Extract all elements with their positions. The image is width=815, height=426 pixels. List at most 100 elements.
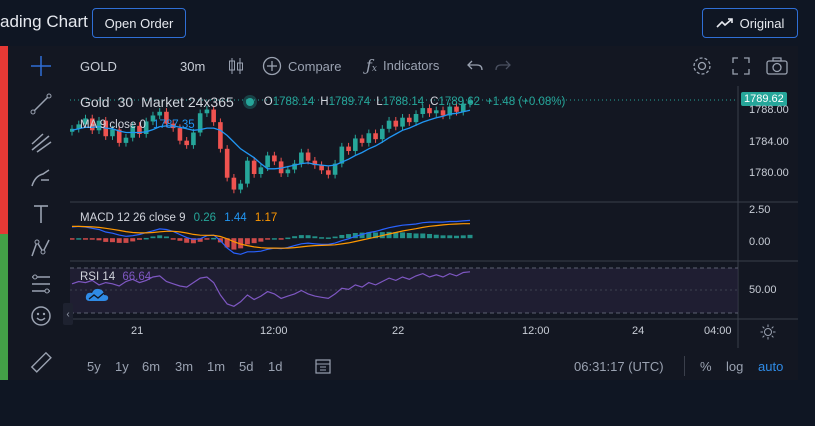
rsi-line [71, 271, 471, 307]
candle-body [299, 152, 304, 164]
macd-bar [197, 238, 203, 242]
macd-bar [305, 235, 311, 239]
time-tick: 12:00 [522, 325, 550, 337]
price-chart-svg[interactable] [70, 86, 798, 348]
candle-body [231, 177, 237, 190]
chart-area[interactable] [70, 46, 798, 380]
ohlc-c-value: 1789.62 [438, 96, 481, 108]
symbol-selector[interactable]: GOLD [80, 59, 117, 74]
candle-body [197, 113, 203, 133]
macd-bar [130, 238, 136, 242]
pitchfork-icon[interactable] [28, 130, 54, 154]
macd-bar [231, 238, 237, 250]
sell-strip[interactable] [0, 46, 8, 234]
legend-symbol: Gold [80, 94, 110, 110]
open-order-button[interactable]: Open Order [92, 8, 186, 38]
ohlc-l-value: 1788.14 [382, 96, 425, 108]
range-1m[interactable]: 1m [207, 359, 226, 374]
range-5d[interactable]: 5d [239, 359, 254, 374]
candle-body [353, 138, 358, 152]
price-tick-3: 1780.00 [749, 167, 789, 179]
undo-icon[interactable] [466, 57, 484, 80]
range-5y[interactable]: 5y [87, 359, 101, 374]
collapse-pane-button[interactable]: ‹ [63, 303, 73, 325]
macd-bar [150, 236, 156, 239]
camera-icon[interactable] [765, 55, 789, 82]
macd-bar [82, 238, 88, 240]
crosshair-icon[interactable] [28, 54, 54, 78]
macd-bar [271, 238, 277, 240]
emoji-icon[interactable] [28, 304, 54, 328]
candle-body [305, 152, 311, 161]
candle-body [433, 110, 439, 114]
macd-bar [136, 238, 142, 240]
ruler-icon[interactable] [28, 350, 54, 374]
brush-icon[interactable] [28, 166, 54, 190]
macd-legend: MACD 12 26 close 9 0.26 1.44 1.17 [80, 212, 277, 224]
interval-selector[interactable]: 30m [180, 59, 206, 74]
candle-body [164, 111, 169, 124]
sun-settings-icon[interactable] [760, 324, 776, 345]
range-1y[interactable]: 1y [115, 359, 129, 374]
candle-body [373, 133, 378, 140]
sell-label: LL [0, 50, 12, 61]
fib-icon[interactable] [28, 272, 54, 296]
date-range-icon[interactable] [314, 357, 332, 380]
macd-bar [460, 235, 466, 239]
compare-button[interactable]: Compare [262, 56, 341, 76]
macd-bar [352, 232, 358, 239]
ma-legend-label: MA 9 close 0 [80, 119, 146, 131]
macd-bar [157, 235, 163, 239]
macd-bar [319, 237, 325, 239]
bottom-divider [684, 356, 685, 376]
candle-body [137, 125, 142, 134]
range-1d[interactable]: 1d [268, 359, 283, 374]
drawing-toolbar [8, 46, 70, 380]
rsi-legend: RSI 14 66.64 [80, 271, 151, 283]
macd-signal-value: 1.17 [254, 212, 278, 224]
candle-body [211, 109, 216, 123]
buy-strip[interactable] [0, 234, 8, 380]
text-icon[interactable] [28, 202, 54, 226]
range-6m[interactable]: 6m [142, 359, 161, 374]
macd-bar [447, 235, 453, 239]
candle-body [116, 129, 122, 143]
macd-bar [285, 237, 291, 240]
macd-bar [116, 238, 122, 243]
candle-body [285, 169, 291, 174]
pattern-icon[interactable] [28, 236, 54, 260]
candle-body [238, 183, 243, 190]
candle-body [326, 170, 331, 175]
range-3m[interactable]: 3m [175, 359, 194, 374]
utc-clock[interactable]: 06:31:17 (UTC) [574, 359, 664, 374]
open-order-label: Open Order [104, 15, 174, 31]
redo-icon[interactable] [494, 57, 512, 80]
fullscreen-icon[interactable] [731, 56, 751, 81]
candle-body [467, 100, 473, 104]
candle-body [96, 120, 102, 131]
candle-body [218, 122, 223, 149]
trend-line-icon[interactable] [28, 92, 54, 116]
candle-body [157, 111, 162, 116]
candles-icon[interactable] [226, 56, 246, 81]
candle-body [393, 120, 399, 127]
candle-body [177, 128, 183, 141]
log-toggle[interactable]: log [726, 359, 744, 374]
percent-toggle[interactable]: % [700, 359, 712, 374]
macd-bar [177, 238, 183, 241]
candle-body [447, 106, 453, 116]
macd-bar [238, 238, 244, 249]
candle-body [89, 118, 95, 131]
top-bar [0, 0, 815, 46]
ma-legend: MA 9 close 0 1787.35 [80, 119, 195, 131]
ohlc-c-label: C [430, 96, 439, 108]
macd-bar [224, 238, 230, 248]
buy-label: UY [0, 356, 12, 367]
candle-body [251, 160, 257, 174]
macd-legend-label: MACD 12 26 close 9 [80, 212, 186, 224]
auto-toggle[interactable]: auto [758, 359, 784, 374]
settings-gear-icon[interactable] [691, 55, 713, 82]
original-button[interactable]: Original [702, 8, 798, 38]
